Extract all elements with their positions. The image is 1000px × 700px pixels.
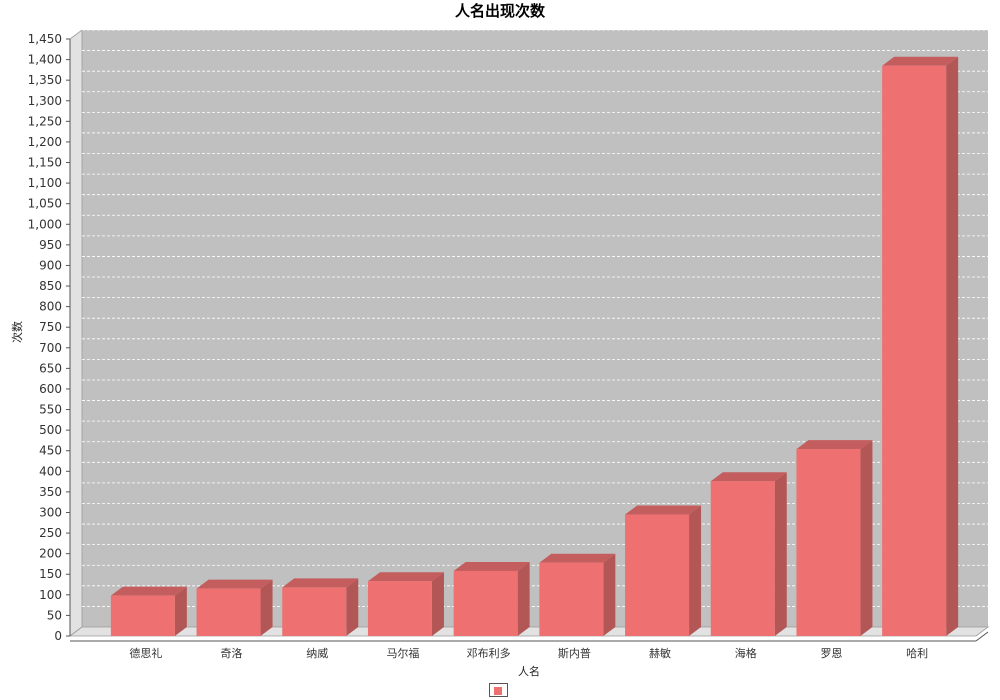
bar-front [196, 588, 261, 636]
bar-front [453, 570, 518, 636]
y-tick-label: 1,050 [28, 197, 62, 211]
bar-top [882, 56, 959, 66]
bar [110, 586, 187, 636]
x-tick-label: 海格 [735, 646, 757, 660]
y-tick-label: 800 [39, 300, 62, 314]
bar [625, 505, 702, 636]
bar-front [796, 449, 861, 636]
y-tick-label: 1,000 [28, 217, 62, 231]
y-tick-label: 500 [39, 423, 62, 437]
x-axis-label: 人名 [518, 664, 540, 678]
x-tick-label: 纳威 [306, 647, 328, 660]
x-tick-label: 德思礼 [129, 646, 162, 660]
x-axis-line-depth [975, 631, 989, 642]
bar-side [174, 586, 187, 636]
y-tick-label: 700 [39, 341, 62, 355]
x-tick-label: 哈利 [906, 647, 928, 660]
bar-side [260, 579, 273, 636]
bar-top [367, 572, 444, 582]
x-tick-label: 赫敏 [649, 646, 671, 660]
y-tick-label: 50 [47, 608, 62, 622]
legend [489, 683, 508, 697]
y-tick-label: 650 [39, 361, 62, 375]
bar-front [367, 581, 432, 636]
bar-side [346, 578, 359, 636]
bar-side [774, 472, 787, 636]
y-tick-label: 550 [39, 403, 62, 417]
y-tick-label: 100 [39, 588, 62, 602]
y-tick-label: 1,350 [28, 73, 62, 87]
bar [796, 440, 873, 636]
y-tick-label: 950 [39, 238, 62, 252]
bar-top [710, 472, 787, 482]
bar-front [882, 65, 947, 636]
y-tick-label: 600 [39, 382, 62, 396]
bar [710, 472, 787, 636]
axis-labels: 0 50 100 150 200 250 300 350 400 450 500 550 600 650 7… [28, 32, 929, 660]
bar-side [517, 561, 530, 636]
plot-left-wall [69, 29, 83, 637]
bar [453, 561, 530, 636]
x-tick-label: 马尔福 [386, 646, 419, 660]
bar-front [110, 595, 175, 636]
y-tick-label: 1,450 [28, 32, 62, 46]
y-tick-label: 1,200 [28, 135, 62, 149]
y-tick-label: 1,250 [28, 114, 62, 128]
y-tick-label: 1,400 [28, 53, 62, 67]
y-tick-label: 1,300 [28, 94, 62, 108]
bar-top [625, 505, 702, 515]
y-tick-label: 850 [39, 279, 62, 293]
bar-side [946, 56, 959, 636]
y-tick-label: 0 [54, 629, 62, 643]
bar-top [110, 586, 187, 596]
bar-side [431, 572, 444, 636]
bar-front [625, 514, 690, 636]
y-tick-label: 1,100 [28, 176, 62, 190]
x-tick-label: 斯内普 [558, 646, 591, 660]
x-tick-label: 罗恩 [820, 647, 842, 660]
bar [367, 572, 444, 636]
bar-top [539, 553, 616, 563]
bar-front [282, 587, 347, 636]
chart-title: 人名出现次数 [455, 2, 546, 20]
y-tick-label: 1,150 [28, 156, 62, 170]
bar [196, 579, 273, 636]
y-tick-label: 750 [39, 320, 62, 334]
y-tick-label: 400 [39, 464, 62, 478]
bar-front [710, 481, 775, 636]
bar-front [539, 562, 604, 636]
legend-swatch [494, 687, 502, 695]
bar-top [282, 578, 359, 588]
y-tick-label: 250 [39, 526, 62, 540]
bar [539, 553, 616, 636]
x-tick-label: 奇洛 [221, 646, 243, 660]
bar [882, 56, 959, 636]
y-axis-label: 次数 [10, 321, 24, 343]
bar [282, 578, 359, 636]
y-tick-label: 350 [39, 485, 62, 499]
y-tick-label: 300 [39, 505, 62, 519]
y-tick-label: 200 [39, 547, 62, 561]
bar-top [453, 561, 530, 571]
bar-top [196, 579, 273, 589]
y-tick-label: 450 [39, 444, 62, 458]
y-tick-label: 900 [39, 258, 62, 272]
y-tick-label: 150 [39, 567, 62, 581]
bar-top [796, 440, 873, 450]
x-tick-label: 邓布利多 [467, 646, 511, 660]
bar-side [860, 440, 873, 636]
bar-side [603, 553, 616, 636]
bars [110, 56, 959, 636]
bar-side [689, 505, 702, 636]
